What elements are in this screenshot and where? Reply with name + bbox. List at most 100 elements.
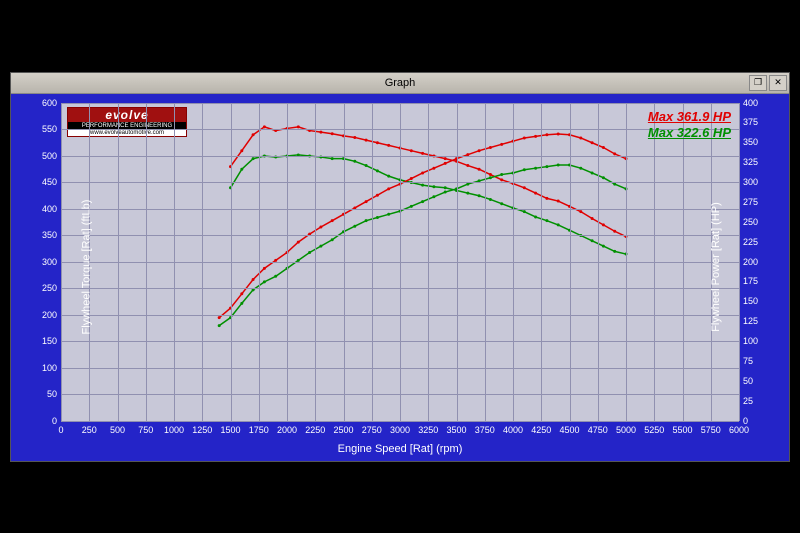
data-point [353, 135, 356, 138]
data-point [387, 212, 390, 215]
y-right-tick-label: 375 [743, 117, 765, 127]
grid-line-h [61, 235, 739, 236]
data-point [591, 141, 594, 144]
data-point [613, 249, 616, 252]
data-point [319, 244, 322, 247]
data-point [331, 238, 334, 241]
x-tick-label: 5250 [644, 425, 664, 435]
data-point [365, 164, 368, 167]
x-tick-label: 250 [82, 425, 97, 435]
grid-line-h [61, 156, 739, 157]
x-tick-label: 2250 [305, 425, 325, 435]
y-left-tick-label: 450 [35, 177, 57, 187]
data-point [240, 149, 243, 152]
series-stock_power [219, 165, 626, 326]
max-annotation: Max 361.9 HP [648, 109, 731, 124]
data-point [240, 301, 243, 304]
x-tick-label: 2500 [333, 425, 353, 435]
close-button[interactable]: ✕ [769, 75, 787, 91]
window-controls: ❐ ✕ [749, 75, 787, 91]
y-left-tick-label: 250 [35, 283, 57, 293]
data-point [376, 215, 379, 218]
data-point [252, 133, 255, 136]
y-left-tick-label: 200 [35, 310, 57, 320]
data-point [240, 167, 243, 170]
data-point [478, 149, 481, 152]
y-right-tick-label: 0 [743, 416, 765, 426]
grid-line-h [61, 368, 739, 369]
y-right-tick-label: 50 [743, 376, 765, 386]
data-point [421, 183, 424, 186]
graph-window: Graph ❐ ✕ evolve PERFORMANCE ENGINEERING… [10, 72, 790, 462]
data-point [297, 240, 300, 243]
data-point [410, 204, 413, 207]
grid-line-h [61, 182, 739, 183]
data-point [591, 217, 594, 220]
y-left-tick-label: 600 [35, 98, 57, 108]
data-point [421, 151, 424, 154]
data-point [444, 161, 447, 164]
y-right-tick-label: 225 [743, 237, 765, 247]
data-point [545, 219, 548, 222]
data-point [489, 176, 492, 179]
x-tick-label: 3500 [446, 425, 466, 435]
data-point [557, 199, 560, 202]
grid-line-h [61, 421, 739, 422]
grid-line-v [739, 103, 740, 421]
y-left-tick-label: 350 [35, 230, 57, 240]
y-right-tick-label: 275 [743, 197, 765, 207]
titlebar: Graph ❐ ✕ [11, 73, 789, 94]
data-point [557, 132, 560, 135]
data-point [240, 292, 243, 295]
grid-line-h [61, 262, 739, 263]
series-tuned_power [219, 134, 626, 318]
x-tick-label: 4750 [588, 425, 608, 435]
x-axis-title: Engine Speed [Rat] (rpm) [338, 443, 463, 455]
data-point [444, 186, 447, 189]
data-point [489, 173, 492, 176]
max-annotation: Max 322.6 HP [648, 125, 731, 140]
data-point [579, 136, 582, 139]
y-left-tick-label: 300 [35, 257, 57, 267]
data-point [534, 166, 537, 169]
data-point [421, 171, 424, 174]
y-right-tick-label: 350 [743, 137, 765, 147]
grid-line-h [61, 394, 739, 395]
data-point [602, 176, 605, 179]
grid-line-h [61, 129, 739, 130]
window-title: Graph [385, 77, 416, 89]
x-tick-label: 4250 [531, 425, 551, 435]
data-point [557, 163, 560, 166]
data-point [591, 171, 594, 174]
data-point [387, 187, 390, 190]
x-tick-label: 4500 [559, 425, 579, 435]
y-right-tick-label: 400 [743, 98, 765, 108]
data-point [376, 169, 379, 172]
x-tick-label: 3250 [418, 425, 438, 435]
data-point [252, 277, 255, 280]
y-left-tick-label: 50 [35, 389, 57, 399]
grid-line-h [61, 103, 739, 104]
x-tick-label: 0 [58, 425, 63, 435]
x-tick-label: 3000 [390, 425, 410, 435]
data-point [353, 159, 356, 162]
data-point [545, 196, 548, 199]
data-point [500, 142, 503, 145]
y-right-tick-label: 325 [743, 157, 765, 167]
x-tick-label: 750 [138, 425, 153, 435]
grid-line-h [61, 315, 739, 316]
data-point [353, 224, 356, 227]
y-right-tick-label: 200 [743, 257, 765, 267]
grid-line-h [61, 341, 739, 342]
data-point [263, 280, 266, 283]
data-point [432, 166, 435, 169]
x-tick-label: 5500 [672, 425, 692, 435]
data-point [545, 165, 548, 168]
data-point [432, 195, 435, 198]
restore-button[interactable]: ❐ [749, 75, 767, 91]
data-point [523, 210, 526, 213]
plot-area: evolve PERFORMANCE ENGINEERING www.evolv… [61, 103, 739, 421]
data-point [545, 133, 548, 136]
x-tick-label: 2750 [362, 425, 382, 435]
data-point [579, 210, 582, 213]
